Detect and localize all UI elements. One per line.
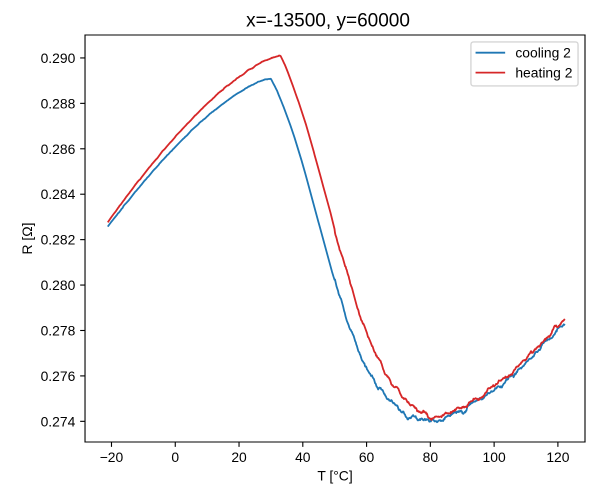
svg-text:0.288: 0.288 (41, 95, 76, 111)
svg-text:x=-13500, y=60000: x=-13500, y=60000 (246, 11, 410, 32)
svg-text:heating 2: heating 2 (515, 64, 572, 80)
svg-text:0.282: 0.282 (41, 232, 76, 248)
svg-text:0.278: 0.278 (41, 323, 76, 339)
svg-text:0: 0 (171, 449, 179, 465)
svg-text:−20: −20 (100, 449, 124, 465)
svg-text:0.290: 0.290 (41, 50, 76, 66)
svg-text:cooling 2: cooling 2 (515, 45, 571, 61)
svg-text:100: 100 (483, 449, 506, 465)
svg-text:0.274: 0.274 (41, 413, 76, 429)
svg-text:80: 80 (423, 449, 439, 465)
svg-text:60: 60 (359, 449, 375, 465)
svg-text:0.286: 0.286 (41, 141, 76, 157)
svg-text:0.280: 0.280 (41, 277, 76, 293)
svg-text:120: 120 (546, 449, 569, 465)
svg-text:40: 40 (295, 449, 311, 465)
svg-text:20: 20 (231, 449, 247, 465)
svg-text:0.284: 0.284 (41, 186, 76, 202)
svg-text:R [Ω]: R [Ω] (19, 223, 35, 255)
svg-text:T [°C]: T [°C] (317, 467, 352, 483)
svg-text:0.276: 0.276 (41, 368, 76, 384)
